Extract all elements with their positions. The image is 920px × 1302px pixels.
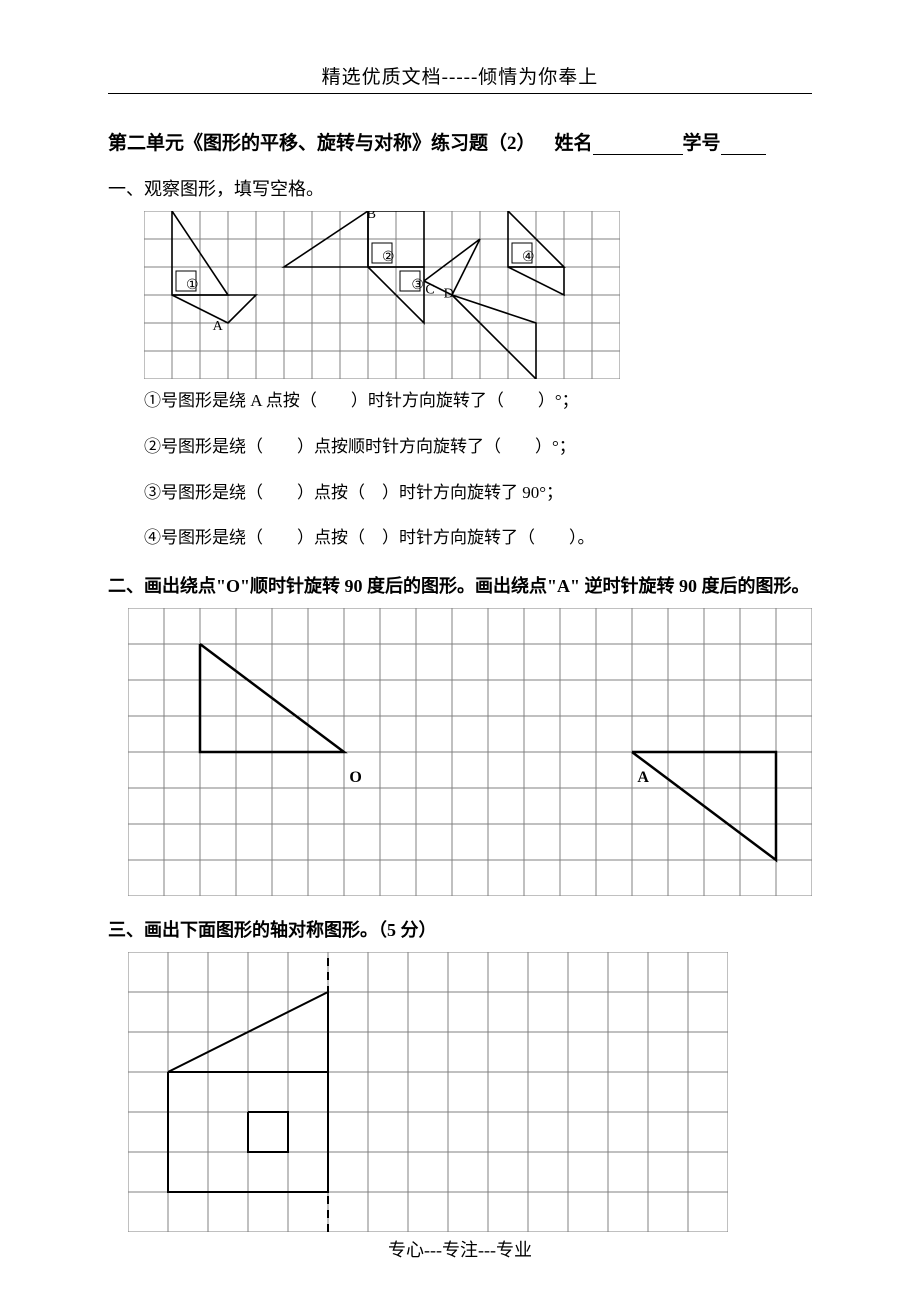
q1-heading: 一、观察图形，填写空格。	[108, 175, 812, 201]
q3-heading: 三、画出下面图形的轴对称图形。（5 分）	[108, 916, 812, 942]
svg-text:O: O	[349, 769, 361, 786]
title-main: 第二单元《图形的平移、旋转与对称》练习题（2）	[108, 133, 536, 154]
svg-text:D: D	[444, 287, 454, 302]
svg-text:①: ①	[186, 278, 199, 293]
svg-text:A: A	[213, 319, 224, 334]
q1-line-3: ③号图形是绕（ ）点按（ ）时针方向旋转了 90°；	[144, 481, 812, 505]
name-label: 姓名	[555, 133, 593, 154]
worksheet-title: 第二单元《图形的平移、旋转与对称》练习题（2） 姓名 学号	[108, 128, 812, 155]
doc-footer: 专心---专注---专业	[0, 1236, 920, 1262]
q1-line-2: ②号图形是绕（ ）点按顺时针方向旋转了（ ）°；	[144, 435, 812, 459]
q2-heading: 二、画出绕点"O"顺时针旋转 90 度后的图形。画出绕点"A" 逆时针旋转 90…	[108, 572, 812, 598]
name-blank	[593, 137, 683, 155]
num-label: 学号	[683, 133, 721, 154]
q1-line-4: ④号图形是绕（ ）点按（ ）时针方向旋转了（ ）。	[144, 526, 812, 550]
svg-text:B: B	[367, 211, 376, 222]
svg-text:A: A	[637, 769, 649, 786]
num-blank	[721, 137, 766, 155]
q3-figure	[128, 952, 812, 1232]
doc-header: 精选优质文档-----倾情为你奉上	[108, 62, 812, 89]
header-rule	[108, 93, 812, 94]
q1-lines: ①号图形是绕 A 点按（ ）时针方向旋转了（ ）°； ②号图形是绕（ ）点按顺时…	[144, 389, 812, 550]
q1-figure: ① ② ③ ④ A B CD	[144, 211, 812, 379]
q1-line-1: ①号图形是绕 A 点按（ ）时针方向旋转了（ ）°；	[144, 389, 812, 413]
svg-text:③: ③	[411, 278, 424, 293]
svg-text:④: ④	[522, 250, 535, 265]
svg-text:②: ②	[382, 250, 395, 265]
q2-figure: OA	[128, 608, 812, 896]
svg-text:C: C	[425, 282, 434, 297]
